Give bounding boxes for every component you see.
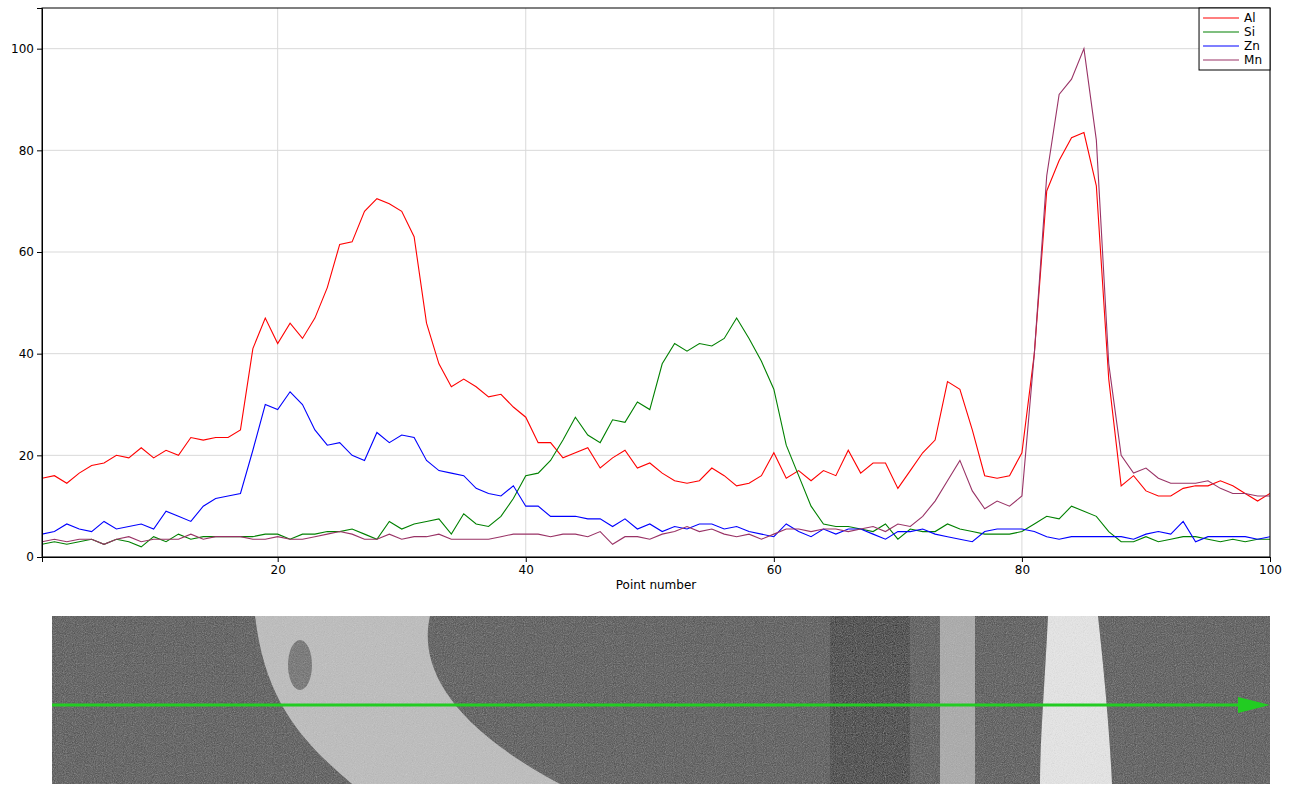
tick-label: 60 <box>767 563 782 577</box>
grid-line-x <box>277 8 278 557</box>
tick-label: 20 <box>271 563 286 577</box>
tick-mark <box>37 354 42 355</box>
grid <box>42 8 1270 557</box>
legend-swatch <box>1203 45 1239 46</box>
tick-label: 20 <box>19 449 34 463</box>
grid-line-y <box>42 455 1270 456</box>
axis-line <box>43 558 1271 563</box>
legend-swatch <box>1203 59 1239 60</box>
x-axis: 20 40 60 80 100 <box>43 557 1282 577</box>
legend-label: Si <box>1244 25 1255 39</box>
legend-swatch <box>1203 31 1239 32</box>
tick-label: 100 <box>11 42 34 56</box>
legend-label: Zn <box>1244 39 1260 53</box>
grid-line-x <box>1021 8 1022 557</box>
legend-label: Al <box>1244 11 1256 25</box>
plot-frame <box>42 8 1270 557</box>
legend-swatch <box>1203 17 1239 18</box>
tick-label: 80 <box>1015 563 1030 577</box>
tick: 0 <box>26 550 42 564</box>
grid-line-y <box>42 252 1270 253</box>
tick-label: 60 <box>19 245 34 259</box>
legend-item: Mn <box>1203 53 1262 67</box>
grid-line-x <box>773 8 774 557</box>
tick-mark <box>774 557 775 562</box>
tick: 20 <box>19 449 42 463</box>
tick-mark <box>1022 557 1023 562</box>
tick-mark <box>526 557 527 562</box>
tick-mark <box>37 455 42 456</box>
series-line <box>42 133 1270 502</box>
x-axis-title: Point number <box>616 578 697 592</box>
tick-mark <box>37 252 42 253</box>
legend-item: Zn <box>1203 39 1260 53</box>
tick: 80 <box>1015 557 1030 577</box>
tick: 100 <box>1259 557 1282 577</box>
tick: 80 <box>19 144 42 158</box>
series-line <box>42 318 1270 547</box>
tick-mark <box>37 557 42 558</box>
series-line <box>42 392 1270 542</box>
micrograph <box>52 616 1270 784</box>
legend-item: Al <box>1203 11 1256 25</box>
tick-mark <box>37 150 42 151</box>
profile-arrow <box>1238 697 1270 713</box>
tick-label: 40 <box>19 347 34 361</box>
tick-mark <box>1270 557 1271 562</box>
tick: 20 <box>271 557 286 577</box>
profile-line <box>52 704 1258 707</box>
y-axis: 0 20 40 60 80 100 <box>11 9 42 565</box>
tick: 100 <box>11 42 42 56</box>
legend-label: Mn <box>1244 53 1262 67</box>
legend-box <box>1199 8 1270 70</box>
tick: 40 <box>519 557 534 577</box>
grid-line-x <box>525 8 526 557</box>
tick-label: 40 <box>519 563 534 577</box>
axis-line <box>37 9 43 558</box>
tick-mark <box>278 557 279 562</box>
grid-line-y <box>42 150 1270 151</box>
legend-item: Si <box>1203 25 1255 39</box>
micrograph-image <box>52 616 1270 784</box>
chart: 20 40 60 80 100 0 20 40 60 80 100 AlSiZnMn Point num… <box>0 0 1299 789</box>
tick: 60 <box>19 245 42 259</box>
legend: AlSiZnMn <box>1199 8 1270 70</box>
grid-line-y <box>42 48 1270 49</box>
tick-label: 100 <box>1259 563 1282 577</box>
tick: 60 <box>767 557 782 577</box>
tick-label: 0 <box>26 550 34 564</box>
tick-mark <box>37 49 42 50</box>
tick: 40 <box>19 347 42 361</box>
plot: 20 40 60 80 100 0 20 40 60 80 100 AlSiZnMn <box>11 8 1282 577</box>
series-group <box>42 49 1270 547</box>
series-line <box>42 49 1270 545</box>
tick-label: 80 <box>19 144 34 158</box>
grid-line-y <box>42 353 1270 354</box>
